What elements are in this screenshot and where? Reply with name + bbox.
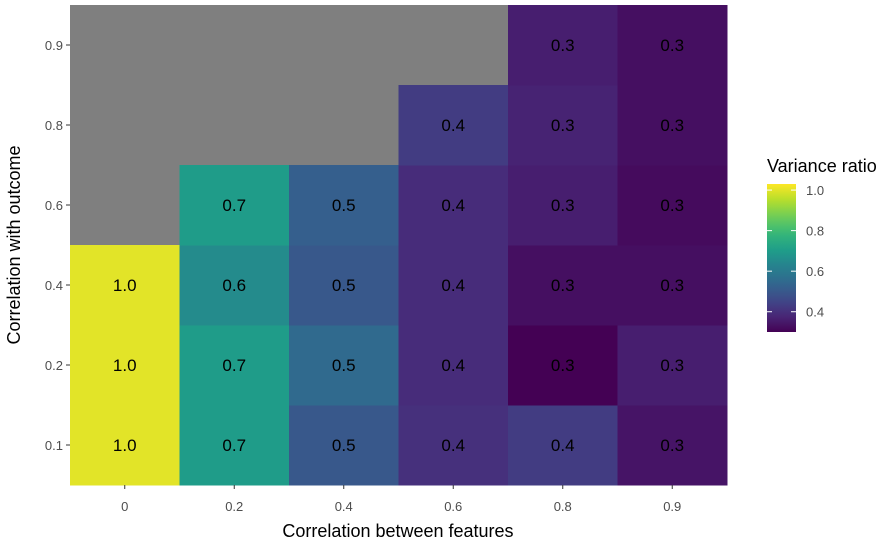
heatmap-cell: [617, 325, 728, 406]
y-tick-label: 0.1: [45, 438, 63, 453]
legend-tick-label: 1.0: [806, 183, 824, 198]
x-tick-label: 0: [121, 499, 128, 514]
heatmap-cell-labels: 1.0 1.0 1.0 0.7 0.7 0.6 0.7 0.5 0.5 0.5 0.5 0.4 0.4 0…: [113, 36, 684, 455]
cell-value-label: 0.7: [222, 356, 246, 375]
heatmap-cell: [508, 85, 618, 166]
color-legend: Variance ratio 0.4 0.6 0.8 1.0: [767, 156, 877, 332]
heatmap-cell: [179, 405, 290, 486]
heatmap-cell: [508, 245, 618, 326]
y-tick-label: 0.2: [45, 358, 63, 373]
cell-value-label: 0.5: [332, 276, 356, 295]
cell-value-label: 1.0: [113, 436, 137, 455]
cell-value-label: 0.4: [441, 116, 465, 135]
heatmap-cell: [398, 245, 509, 326]
cell-value-label: 0.4: [551, 436, 575, 455]
heatmap-cell: [70, 325, 180, 406]
cell-value-label: 0.5: [332, 436, 356, 455]
legend-tick-label: 0.8: [806, 224, 824, 239]
heatmap-cell: [617, 5, 728, 86]
heatmap-cell: [289, 165, 399, 246]
cell-value-label: 0.3: [551, 276, 575, 295]
cell-value-label: 0.3: [660, 116, 684, 135]
heatmap-cell: [508, 165, 618, 246]
x-tick-label: 0.6: [444, 499, 462, 514]
cell-value-label: 0.3: [551, 196, 575, 215]
cell-value-label: 0.3: [551, 356, 575, 375]
cell-value-label: 0.4: [441, 276, 465, 295]
heatmap-cell: [289, 405, 399, 486]
legend-title: Variance ratio: [767, 156, 877, 176]
legend-tick-label: 0.6: [806, 264, 824, 279]
heatmap-cell: [398, 325, 509, 406]
heatmap-cell: [289, 245, 399, 326]
heatmap-cell: [617, 85, 728, 166]
cell-value-label: 0.4: [441, 196, 465, 215]
cell-value-label: 0.3: [551, 116, 575, 135]
y-axis-title: Correlation with outcome: [4, 145, 24, 344]
heatmap-cell: [617, 245, 728, 326]
y-tick-label: 0.6: [45, 198, 63, 213]
cell-value-label: 1.0: [113, 276, 137, 295]
heatmap-cell: [617, 165, 728, 246]
heatmap-cell: [398, 165, 509, 246]
heatmap-cell: [179, 325, 290, 406]
cell-value-label: 0.5: [332, 356, 356, 375]
cell-value-label: 0.4: [441, 356, 465, 375]
cell-value-label: 1.0: [113, 356, 137, 375]
heatmap-cell: [70, 245, 180, 326]
cell-value-label: 0.6: [222, 276, 246, 295]
x-tick-label: 0.2: [225, 499, 243, 514]
y-axis: 0.1 0.2 0.4 0.6 0.8 0.9: [45, 38, 70, 453]
heatmap-cell: [617, 405, 728, 486]
x-axis: 0 0.2 0.4 0.6 0.8 0.9: [121, 485, 681, 514]
heatmap-cell: [398, 405, 509, 486]
heatmap-cell: [398, 85, 509, 166]
cell-value-label: 0.4: [441, 436, 465, 455]
heatmap-cell: [70, 405, 180, 486]
heatmap-cell: [508, 5, 618, 86]
heatmap-cell: [289, 325, 399, 406]
heatmap-cell: [179, 245, 290, 326]
x-tick-label: 0.8: [554, 499, 572, 514]
y-tick-label: 0.4: [45, 278, 63, 293]
y-tick-label: 0.8: [45, 118, 63, 133]
heatmap-cell: [508, 405, 618, 486]
x-tick-label: 0.9: [663, 499, 681, 514]
heatmap-cells: [70, 5, 728, 486]
cell-value-label: 0.3: [660, 356, 684, 375]
cell-value-label: 0.3: [660, 196, 684, 215]
legend-colorbar: [767, 184, 796, 332]
cell-value-label: 0.3: [551, 36, 575, 55]
cell-value-label: 0.3: [660, 36, 684, 55]
heatmap-cell: [508, 325, 618, 406]
cell-value-label: 0.7: [222, 436, 246, 455]
cell-value-label: 0.3: [660, 276, 684, 295]
heatmap-cell: [179, 165, 290, 246]
x-axis-title: Correlation between features: [282, 521, 513, 541]
y-tick-label: 0.9: [45, 38, 63, 53]
legend-tick-label: 0.4: [806, 305, 824, 320]
x-tick-label: 0.4: [335, 499, 353, 514]
cell-value-label: 0.7: [222, 196, 246, 215]
cell-value-label: 0.5: [332, 196, 356, 215]
cell-value-label: 0.3: [660, 436, 684, 455]
